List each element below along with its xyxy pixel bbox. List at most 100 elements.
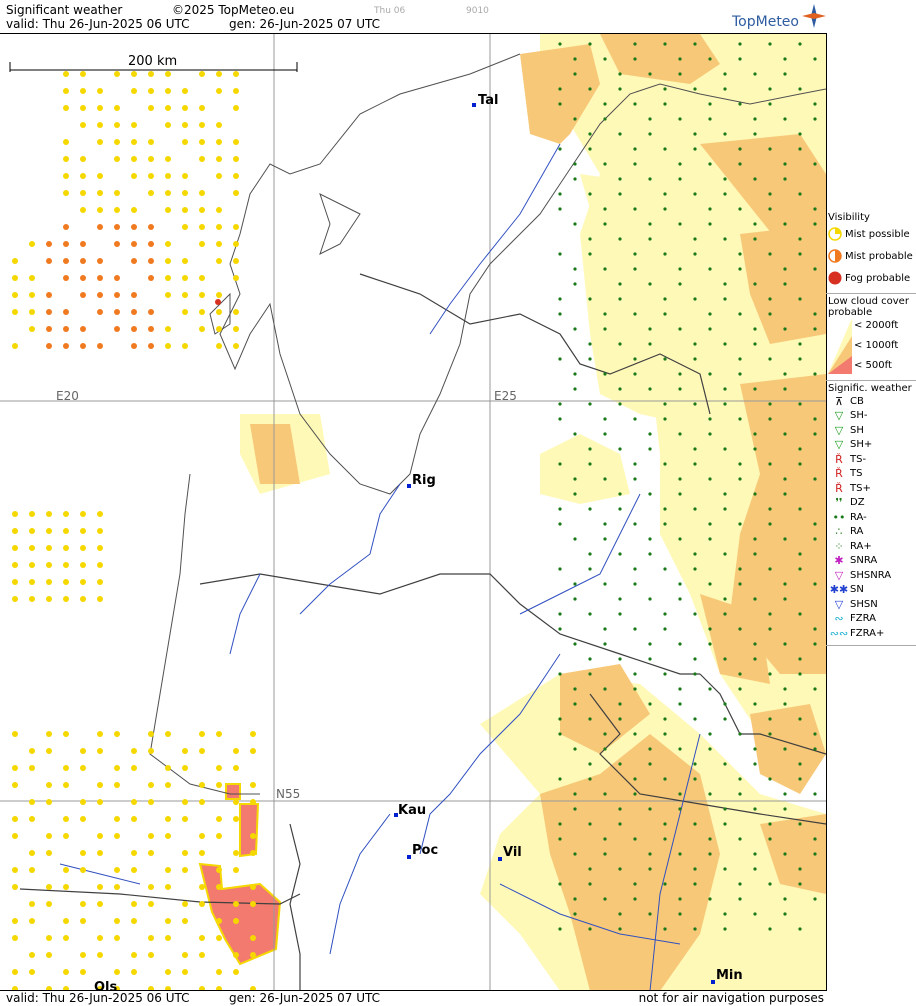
mist-possible-marker	[80, 952, 86, 958]
mist-probable-marker	[131, 326, 137, 332]
drizzle-marker	[558, 777, 562, 781]
drizzle-marker	[798, 462, 802, 466]
drizzle-marker	[633, 582, 637, 586]
drizzle-marker	[813, 897, 817, 901]
drizzle-marker	[753, 117, 757, 121]
grid-label-n55: N55	[276, 787, 300, 801]
mist-possible-marker	[114, 207, 120, 213]
drizzle-marker	[723, 387, 727, 391]
drizzle-marker	[588, 237, 592, 241]
drizzle-marker	[738, 672, 742, 676]
mist-possible-marker	[199, 309, 205, 315]
snow-icon: ✱✱	[829, 583, 849, 597]
drizzle-marker	[723, 192, 727, 196]
drizzle-marker	[588, 567, 592, 571]
mist-possible-marker	[216, 343, 222, 349]
drizzle-marker	[558, 717, 562, 721]
footer-disclaimer: not for air navigation purposes	[638, 991, 824, 1005]
drizzle-marker	[663, 462, 667, 466]
mist-possible-marker	[182, 816, 188, 822]
mist-possible-marker	[250, 782, 256, 788]
drizzle-marker	[693, 657, 697, 661]
drizzle-marker	[783, 267, 787, 271]
drizzle-marker	[603, 522, 607, 526]
drizzle-marker	[588, 882, 592, 886]
drizzle-marker	[678, 687, 682, 691]
drizzle-marker	[693, 147, 697, 151]
drizzle-marker	[663, 147, 667, 151]
drizzle-marker	[663, 822, 667, 826]
mist-possible-marker	[80, 579, 86, 585]
drizzle-marker	[768, 102, 772, 106]
mist-possible-marker	[233, 867, 239, 873]
legend-mist-probable: Mist probable	[845, 250, 913, 262]
drizzle-marker	[618, 87, 622, 91]
cb-icon: ⊼	[834, 394, 844, 408]
drizzle-marker	[573, 72, 577, 76]
mist-possible-marker	[63, 105, 69, 111]
drizzle-marker	[813, 522, 817, 526]
legend-wx-item: TS+	[850, 482, 871, 494]
drizzle-marker	[633, 162, 637, 166]
drizzle-marker	[783, 702, 787, 706]
drizzle-marker	[753, 807, 757, 811]
drizzle-marker	[753, 762, 757, 766]
mist-possible-marker	[46, 562, 52, 568]
mist-possible-marker	[182, 969, 188, 975]
drizzle-marker	[558, 42, 562, 46]
mist-possible-marker	[63, 528, 69, 534]
freezing-rain-icon: ∾	[834, 612, 844, 626]
mist-possible-marker	[114, 782, 120, 788]
drizzle-marker	[693, 762, 697, 766]
mist-possible-marker	[182, 139, 188, 145]
mist-probable-marker	[97, 275, 103, 281]
mist-possible-marker	[63, 782, 69, 788]
mist-possible-marker	[233, 326, 239, 332]
mist-possible-marker	[233, 105, 239, 111]
shower-heavy-icon: ▽	[834, 438, 844, 452]
drizzle-marker	[798, 342, 802, 346]
mist-possible-marker	[80, 596, 86, 602]
drizzle-marker	[783, 477, 787, 481]
mist-possible-marker	[182, 207, 188, 213]
mist-possible-marker	[199, 935, 205, 941]
mist-possible-marker	[46, 901, 52, 907]
drizzle-marker	[738, 312, 742, 316]
mist-possible-marker	[46, 884, 52, 890]
drizzle-marker	[738, 252, 742, 256]
drizzle-marker	[648, 702, 652, 706]
mist-possible-marker	[250, 799, 256, 805]
mist-probable-marker	[148, 309, 154, 315]
mist-possible-marker	[250, 901, 256, 907]
drizzle-marker	[813, 312, 817, 316]
mist-possible-marker	[131, 88, 137, 94]
drizzle-marker	[663, 837, 667, 841]
drizzle-marker	[723, 342, 727, 346]
mist-possible-marker	[12, 545, 18, 551]
drizzle-marker	[618, 132, 622, 136]
weather-map[interactable]: 200 km E20 E25 N55 Tal Rig Kau Poc Vil M…	[0, 33, 827, 995]
drizzle-marker	[738, 567, 742, 571]
drizzle-marker	[723, 552, 727, 556]
drizzle-marker	[663, 192, 667, 196]
drizzle-marker	[708, 732, 712, 736]
mist-possible-marker	[63, 545, 69, 551]
mist-possible-marker	[216, 139, 222, 145]
mist-possible-marker	[63, 918, 69, 924]
drizzle-marker	[753, 237, 757, 241]
legend-wx-item: SH+	[850, 439, 873, 451]
mist-possible-marker	[80, 545, 86, 551]
drizzle-marker	[708, 372, 712, 376]
mist-possible-marker	[131, 901, 137, 907]
drizzle-marker	[768, 837, 772, 841]
drizzle-marker	[588, 342, 592, 346]
drizzle-marker	[723, 912, 727, 916]
drizzle-marker	[618, 927, 622, 931]
mist-possible-marker	[46, 935, 52, 941]
drizzle-marker	[678, 537, 682, 541]
drizzle-marker	[663, 207, 667, 211]
drizzle-marker	[603, 852, 607, 856]
drizzle-marker	[783, 492, 787, 496]
mist-possible-marker	[80, 173, 86, 179]
mist-possible-marker	[131, 122, 137, 128]
